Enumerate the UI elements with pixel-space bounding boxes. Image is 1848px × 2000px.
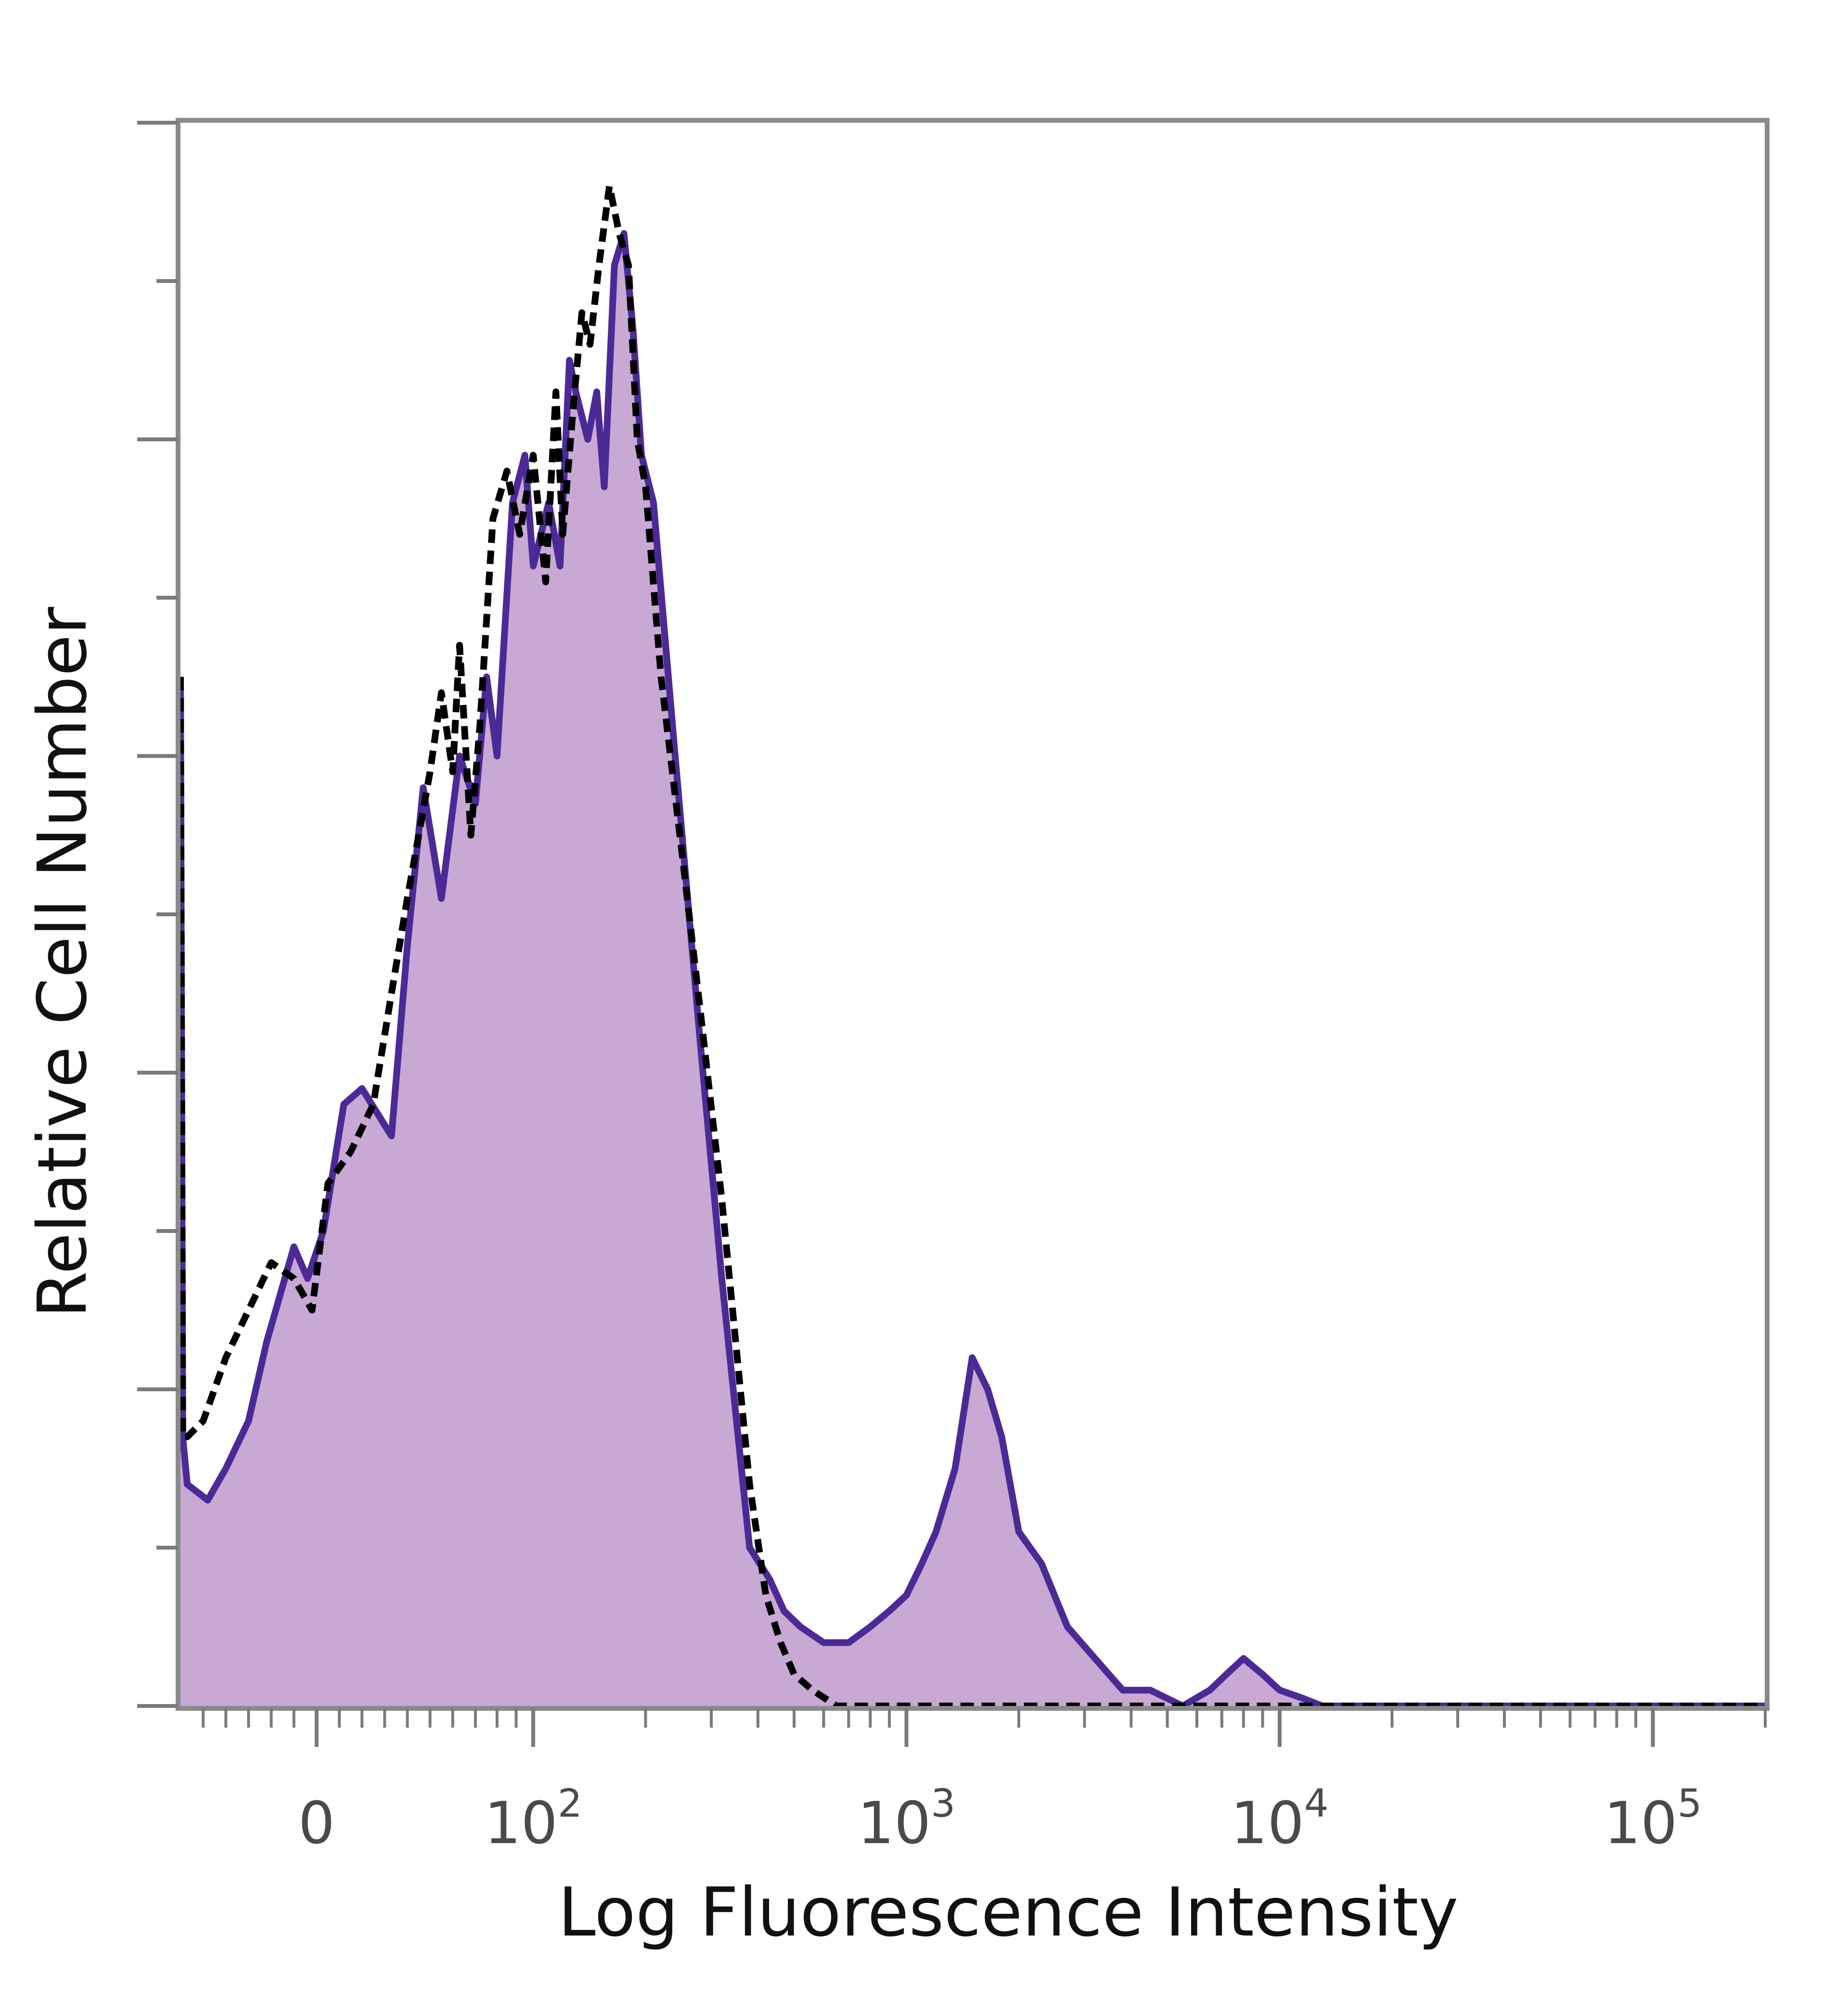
x-axis-title: Log Fluorescence Intensity xyxy=(558,1873,1459,1952)
x-axis-tick-labels: 0 102 103 104 105 xyxy=(298,1781,1702,1857)
x-tick-label: 0 xyxy=(298,1790,335,1857)
x-axis-ticks xyxy=(202,1708,1767,1747)
y-axis-ticks xyxy=(137,121,178,1708)
sample-histogram-fill xyxy=(180,233,1765,1706)
x-tick-label: 105 xyxy=(1604,1781,1702,1857)
x-tick-label: 102 xyxy=(484,1781,582,1857)
plot-layer xyxy=(177,182,1765,1709)
x-tick-label: 103 xyxy=(858,1781,956,1857)
y-axis-title: Relative Cell Number xyxy=(24,607,102,1318)
control-histogram-line xyxy=(177,182,1765,1709)
x-tick-label: 104 xyxy=(1231,1781,1329,1857)
